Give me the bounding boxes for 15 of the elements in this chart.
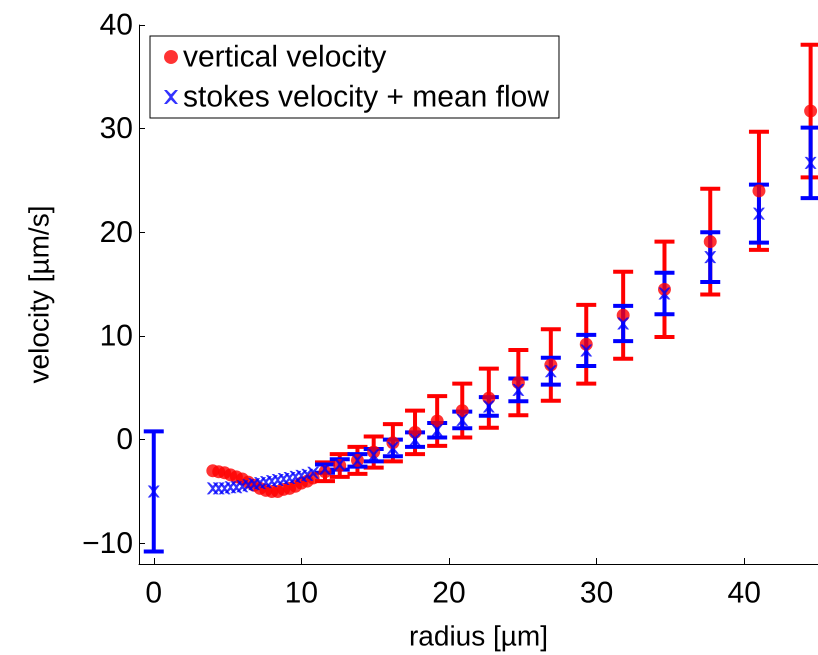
x-tick-label: 0	[145, 576, 162, 610]
y-tick-label: 40	[100, 8, 133, 42]
y-tick-label: 20	[100, 216, 133, 249]
y-tick-label: 0	[116, 423, 133, 456]
x-tick-label: 10	[284, 576, 318, 610]
x-tick-label: 40	[728, 576, 761, 610]
y-tick-label: −10	[82, 526, 133, 560]
x-axis-title: radius [µm]	[408, 620, 548, 652]
y-tick-label: 30	[100, 112, 133, 146]
x-tick-label: 30	[580, 576, 614, 610]
legend-label: stokes velocity + mean flow	[183, 80, 550, 114]
y-axis-title: velocity [µm/s]	[24, 206, 54, 384]
y-tick-label: 10	[100, 319, 133, 352]
x-tick-label: 20	[432, 576, 466, 610]
legend-label: vertical velocity	[183, 40, 386, 74]
